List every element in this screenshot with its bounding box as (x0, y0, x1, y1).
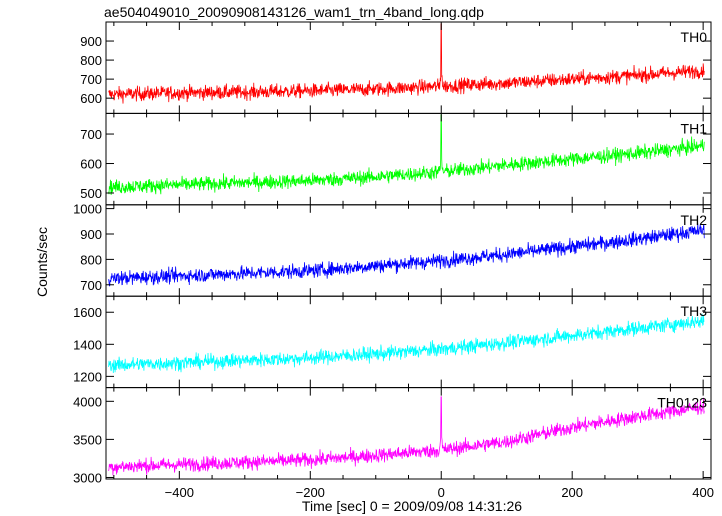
y-tick-label: 3000 (73, 470, 102, 485)
x-tick-label: 400 (692, 485, 714, 500)
y-tick-label: 800 (80, 252, 102, 267)
band-label-th3: TH3 (681, 303, 708, 319)
panel-th3: 1200 1400 1600 TH3 (73, 295, 712, 389)
y-tick-label: 700 (80, 127, 102, 142)
x-axis-label: Time [sec] 0 = 2009/09/08 14:31:26 (302, 498, 522, 514)
x-tick-label: −400 (165, 485, 194, 500)
x-tick-label: −200 (296, 485, 325, 500)
chart-title: ae504049010_20090908143126_wam1_trn_4ban… (104, 4, 484, 20)
y-tick-label: 1400 (73, 337, 102, 352)
panel-frame (105, 112, 712, 206)
y-tick-label: 1600 (73, 305, 102, 320)
panel-th0: 600 700 800 900 TH0 (80, 21, 712, 114)
series-line-th1 (108, 114, 705, 195)
panel-frame (105, 21, 712, 114)
band-label-th1: TH1 (681, 120, 708, 136)
series-line-th0 (108, 23, 705, 104)
chart-panels: 600 700 800 900 TH0 500 600 700 TH1 700 800 900 1000… (73, 21, 714, 500)
x-tick-label: 0 (438, 485, 445, 500)
y-tick-label: 4000 (73, 394, 102, 409)
y-tick-label: 900 (80, 34, 102, 49)
panel-th1: 500 600 700 TH1 (80, 112, 712, 206)
y-tick-label: 700 (80, 72, 102, 87)
y-tick-label: 3500 (73, 432, 102, 447)
panel-th0123: 3000 3500 4000 TH0123 (73, 387, 712, 485)
panel-frame (105, 295, 712, 389)
panel-th2: 700 800 900 1000 TH2 (73, 202, 712, 297)
y-tick-label: 600 (80, 157, 102, 172)
panel-frame (105, 204, 712, 297)
band-label-th0: TH0 (681, 29, 708, 45)
y-tick-label: 700 (80, 278, 102, 293)
y-tick-label: 900 (80, 227, 102, 242)
y-tick-label: 800 (80, 53, 102, 68)
y-tick-label: 1200 (73, 369, 102, 384)
y-axis-label: Counts/sec (34, 227, 50, 297)
series-line-th3 (108, 313, 705, 374)
band-label-th2: TH2 (681, 212, 708, 228)
y-tick-label: 500 (80, 186, 102, 201)
band-label-th0123: TH0123 (657, 395, 707, 411)
y-tick-label: 1000 (73, 202, 102, 217)
x-tick-label: 200 (561, 485, 583, 500)
series-line-th0123 (108, 396, 705, 476)
panel-frame (105, 387, 712, 480)
y-tick-label: 600 (80, 91, 102, 106)
series-line-th2 (108, 223, 705, 287)
